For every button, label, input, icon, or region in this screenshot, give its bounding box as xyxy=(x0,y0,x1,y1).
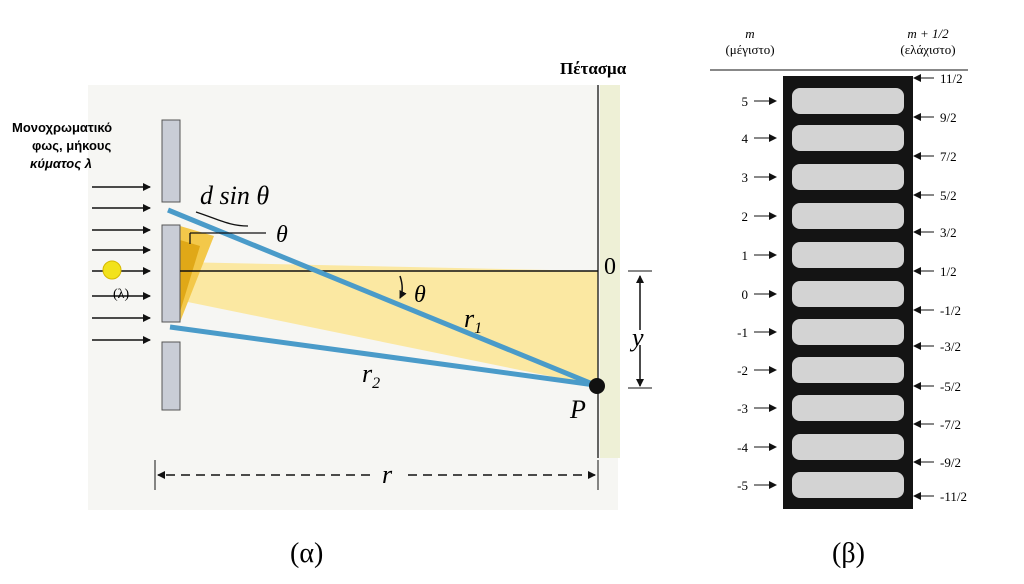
max-label: -5 xyxy=(737,478,748,493)
screen-label: Πέτασμα xyxy=(560,59,627,78)
barrier-bottom xyxy=(161,341,181,411)
bright-fringe xyxy=(792,357,904,383)
lambda-label: (λ) xyxy=(113,287,129,302)
point-label: P xyxy=(569,395,586,424)
min-label: 7/2 xyxy=(940,149,957,164)
max-label: -2 xyxy=(737,363,748,378)
min-label: 5/2 xyxy=(940,188,957,203)
angle-arc xyxy=(399,275,407,299)
source-line: Μονοχρωματικό xyxy=(12,120,112,135)
fringes xyxy=(792,88,904,498)
r1-sub: 1 xyxy=(474,320,482,337)
y-label: y xyxy=(629,323,644,352)
angle-bracket xyxy=(189,232,266,244)
bright-fringe xyxy=(792,203,904,229)
screen-strip xyxy=(600,85,620,458)
source-label: Μονοχρωματικό φως, μήκους κύματος λ xyxy=(12,120,112,171)
r2-sub: 2 xyxy=(372,375,380,392)
bright-fringe xyxy=(792,88,904,114)
max-label: -1 xyxy=(737,325,748,340)
r2-base: r xyxy=(362,359,373,388)
max-label: 0 xyxy=(742,287,749,302)
path-difference-label: d sin θ xyxy=(200,181,269,210)
min-header: (ελάχιστο) xyxy=(900,42,955,57)
caption-a: (α) xyxy=(290,538,323,569)
min-label: -7/2 xyxy=(940,417,961,432)
max-label: -4 xyxy=(737,440,748,455)
min-label: 9/2 xyxy=(940,110,957,125)
max-header: (μέγιστο) xyxy=(725,42,774,57)
bright-fringe xyxy=(792,434,904,460)
origin-label: 0 xyxy=(604,254,616,280)
ray-r1 xyxy=(167,207,596,388)
min-label: 1/2 xyxy=(940,264,957,279)
max-header: m xyxy=(745,26,754,41)
slit-wedge-dark xyxy=(180,240,200,312)
max-label: 3 xyxy=(742,170,749,185)
bright-fringe xyxy=(792,319,904,345)
bright-fringe xyxy=(792,242,904,268)
min-label: -9/2 xyxy=(940,455,961,470)
angle-top: θ xyxy=(276,222,288,248)
source-line: κύματος λ xyxy=(30,156,92,171)
caption-b: (β) xyxy=(832,538,865,569)
source-line: φως, μήκους xyxy=(32,138,111,153)
barrier-middle xyxy=(161,224,181,323)
ray-r2 xyxy=(169,324,596,388)
angle-mid: θ xyxy=(414,282,426,308)
r1-base: r xyxy=(464,304,475,333)
r2-label: r2 xyxy=(362,359,380,392)
max-label: 5 xyxy=(742,94,749,109)
max-label: 1 xyxy=(742,248,749,263)
source-dot xyxy=(102,260,122,280)
r1-label: r1 xyxy=(464,304,482,337)
bright-fringe xyxy=(792,472,904,498)
max-label: 2 xyxy=(742,209,749,224)
min-label: -11/2 xyxy=(940,489,967,504)
min-header: m + 1/2 xyxy=(907,26,949,41)
min-label: -3/2 xyxy=(940,339,961,354)
bright-fringe xyxy=(792,125,904,151)
max-label: -3 xyxy=(737,401,748,416)
min-label: -5/2 xyxy=(940,379,961,394)
max-label: 4 xyxy=(742,131,749,146)
distance-label: r xyxy=(382,460,393,489)
beam-region xyxy=(178,262,598,386)
min-label: 11/2 xyxy=(940,71,963,86)
bright-fringe xyxy=(792,281,904,307)
bright-fringe xyxy=(792,395,904,421)
point-p xyxy=(589,378,605,394)
leader-line xyxy=(195,211,249,227)
bright-fringe xyxy=(792,164,904,190)
min-label: -1/2 xyxy=(940,303,961,318)
min-label: 3/2 xyxy=(940,225,957,240)
incoming-arrows xyxy=(92,183,151,344)
barrier-top xyxy=(161,119,181,203)
